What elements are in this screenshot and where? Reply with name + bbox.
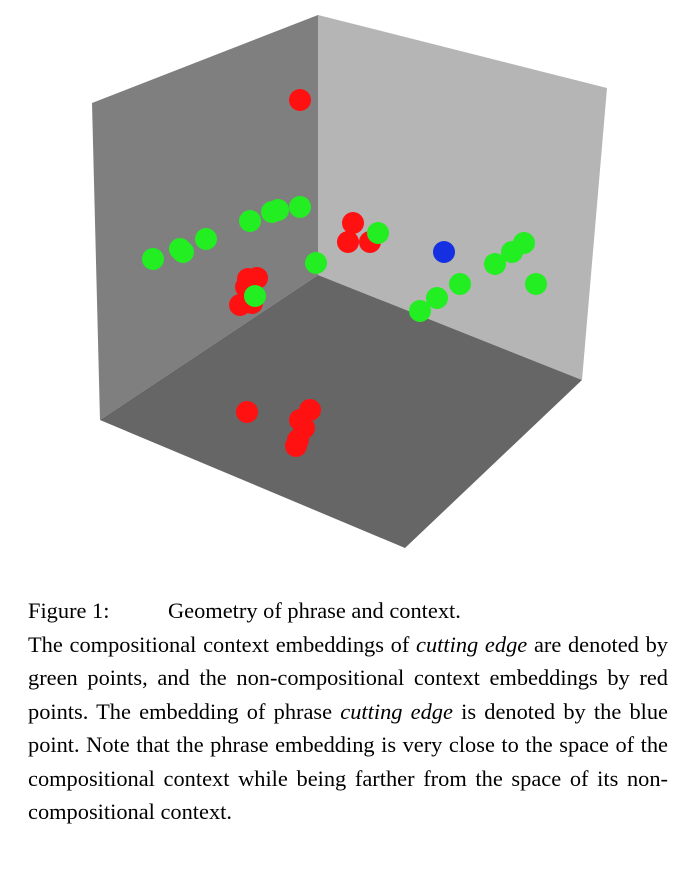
compositional-point bbox=[305, 252, 327, 274]
caption-phrase: cutting edge bbox=[340, 698, 453, 724]
compositional-point bbox=[172, 241, 194, 263]
caption-text: The compositional context embeddings of bbox=[28, 631, 417, 657]
figure-label: Figure 1: bbox=[28, 598, 110, 623]
left-wall bbox=[92, 15, 318, 420]
compositional-point bbox=[267, 199, 289, 221]
compositional-point bbox=[484, 253, 506, 275]
compositional-point bbox=[195, 228, 217, 250]
compositional-point bbox=[449, 273, 471, 295]
points-layer bbox=[142, 89, 547, 457]
non-compositional-point bbox=[285, 435, 307, 457]
compositional-point bbox=[244, 285, 266, 307]
figure-title: Geometry of phrase and context. bbox=[168, 598, 461, 623]
non-compositional-point bbox=[236, 401, 258, 423]
figure-3d-scatter bbox=[92, 15, 607, 548]
non-compositional-point bbox=[342, 212, 364, 234]
compositional-point bbox=[525, 273, 547, 295]
caption-text: is denoted by the blue point. Note that … bbox=[28, 698, 668, 825]
compositional-point bbox=[367, 222, 389, 244]
caption-body: The compositional context embeddings of … bbox=[28, 628, 668, 829]
phrase-point bbox=[433, 241, 455, 263]
caption-title-line: Figure 1: Geometry of phrase and context. bbox=[28, 594, 668, 628]
figure-caption: Figure 1: Geometry of phrase and context.… bbox=[28, 594, 668, 829]
compositional-point bbox=[142, 248, 164, 270]
compositional-point bbox=[426, 287, 448, 309]
non-compositional-point bbox=[289, 89, 311, 111]
non-compositional-point bbox=[337, 231, 359, 253]
caption-phrase: cutting edge bbox=[416, 631, 528, 657]
floor bbox=[100, 275, 582, 548]
compositional-point bbox=[289, 196, 311, 218]
compositional-point bbox=[513, 232, 535, 254]
compositional-point bbox=[239, 210, 261, 232]
caption-text: are denoted by green points, and the non… bbox=[28, 631, 668, 724]
compositional-point bbox=[409, 300, 431, 322]
